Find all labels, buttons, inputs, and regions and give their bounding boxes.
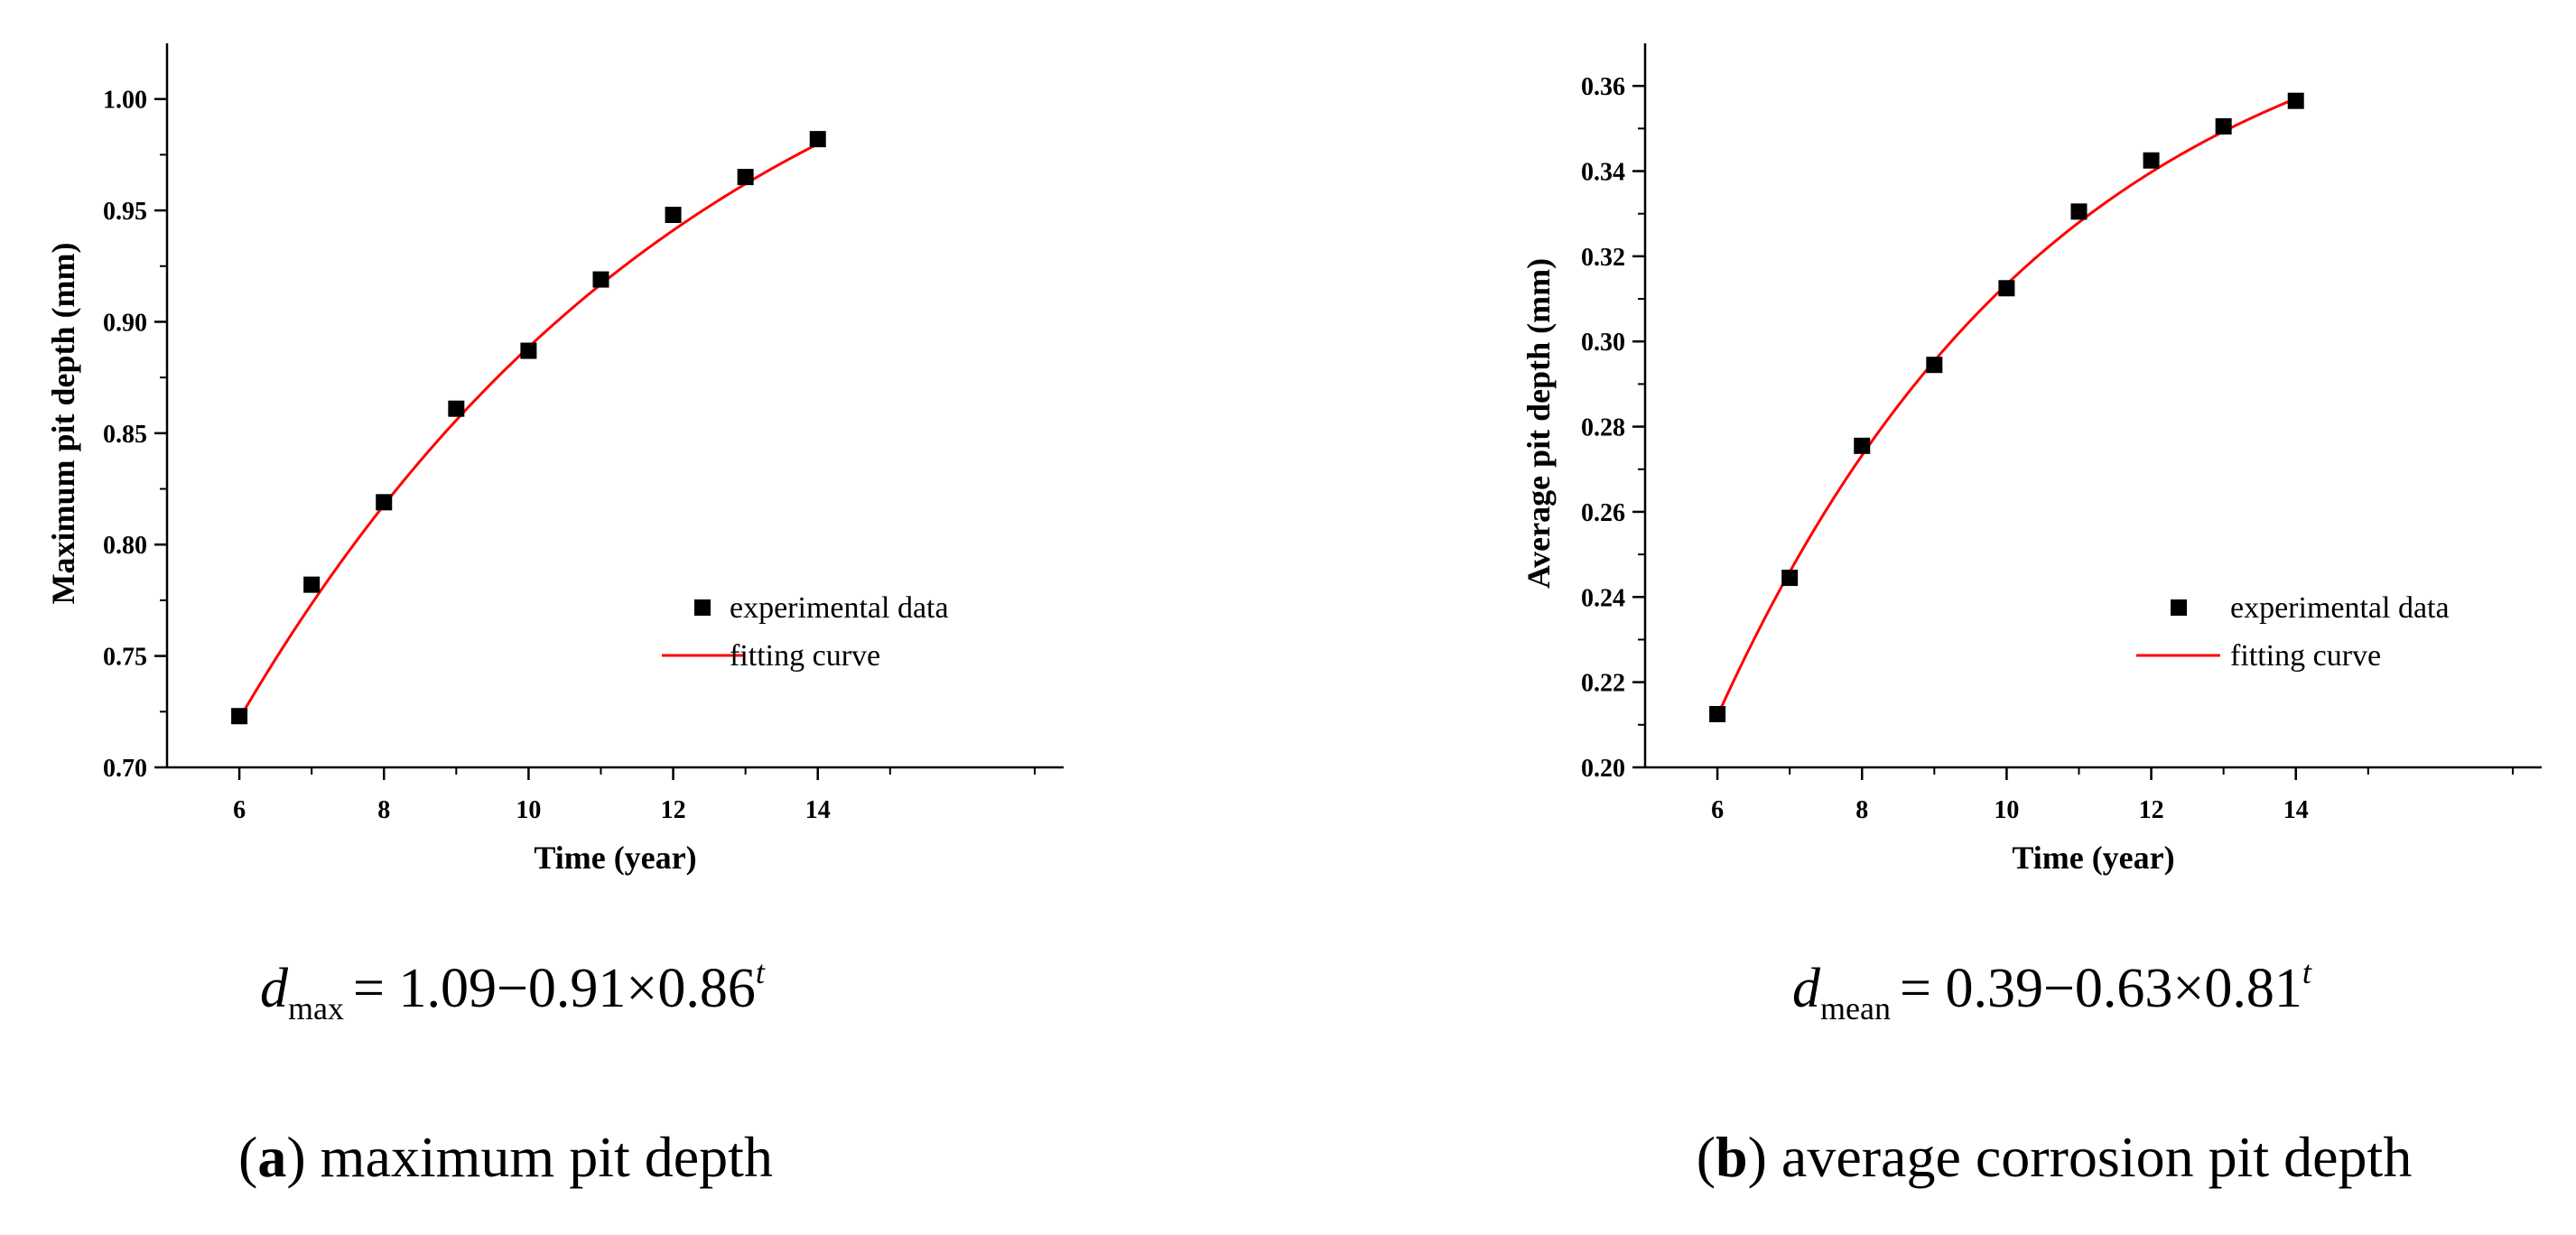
legend-label-experimental: experimental data <box>2230 591 2450 625</box>
data-point-marker <box>448 400 465 417</box>
equation-subscript: mean <box>1820 990 1891 1026</box>
data-point-marker <box>2143 152 2160 169</box>
x-tick-label: 6 <box>1711 796 1724 824</box>
data-point-marker <box>809 131 826 148</box>
data-point-marker <box>376 494 393 511</box>
equation-superscript: t <box>756 954 766 990</box>
caption-text: average corrosion pit depth <box>1767 1125 2412 1189</box>
fitting-curve-line <box>1716 97 2297 717</box>
y-tick-label: 0.75 <box>103 644 147 672</box>
x-tick-label: 10 <box>1994 796 2019 824</box>
chart-panel-a: 6 8 10 12 14 0.70 0.75 0.80 0.85 0.90 0.95 1.00 Time… <box>45 43 1064 1189</box>
equation-expression: 1.09−0.91×0.86 <box>398 958 755 1019</box>
caption-text: maximum pit depth <box>306 1125 773 1189</box>
caption-letter: a <box>257 1125 286 1189</box>
legend-marker-experimental <box>2171 599 2187 616</box>
fit-equation: dmax = 1.09−0.91×0.86t <box>260 954 766 1026</box>
legend-label-experimental: experimental data <box>730 591 949 625</box>
equation-variable: d <box>1792 958 1821 1019</box>
y-axis-label: Average pit depth (mm) <box>1520 258 1557 589</box>
equation-equals: = <box>1900 958 1945 1019</box>
y-tick-label: 0.22 <box>1581 670 1625 698</box>
caption-close-paren: ) <box>1748 1125 1767 1189</box>
data-point-marker <box>231 708 248 725</box>
y-tick-label: 0.34 <box>1581 159 1625 187</box>
y-tick-label: 0.90 <box>103 309 147 337</box>
y-tick-label: 0.70 <box>103 755 147 783</box>
y-tick-label: 0.95 <box>103 198 147 226</box>
y-tick-label: 0.26 <box>1581 499 1625 527</box>
equation-superscript: t <box>2302 954 2312 990</box>
y-tick-label: 0.32 <box>1581 244 1625 272</box>
caption-open-paren: ( <box>238 1125 257 1189</box>
chart-panel-b: 6 8 10 12 14 0.20 0.22 0.24 0.26 0.28 0.30 0.32 0.34… <box>1520 43 2542 1189</box>
equation-subscript: max <box>288 990 344 1026</box>
y-tick-label: 0.85 <box>103 421 147 449</box>
y-tick-label: 0.28 <box>1581 414 1625 442</box>
data-point-marker <box>737 169 754 186</box>
data-point-marker <box>2070 203 2088 220</box>
data-point-marker <box>520 342 537 359</box>
y-tick-label: 0.80 <box>103 532 147 560</box>
y-tick-label: 0.24 <box>1581 584 1625 612</box>
data-point-marker <box>2215 117 2232 135</box>
legend-marker-experimental <box>694 599 711 616</box>
caption-letter: b <box>1716 1125 1748 1189</box>
x-tick-label: 8 <box>1855 796 1868 824</box>
x-tick-label: 6 <box>233 796 246 824</box>
figure-caption: (a) maximum pit depth <box>238 1125 773 1189</box>
equation-equals: = <box>353 958 398 1019</box>
x-axis-label: Time (year) <box>2012 840 2174 876</box>
chart-legend: experimental data fitting curve <box>2136 591 2450 673</box>
data-point-marker <box>1926 357 1943 374</box>
figure-caption: (b) average corrosion pit depth <box>1697 1125 2413 1189</box>
data-point-marker <box>1998 280 2015 297</box>
x-tick-label: 12 <box>661 796 686 824</box>
y-tick-label: 1.00 <box>103 87 147 115</box>
equation-expression: 0.39−0.63×0.81 <box>1945 958 2302 1019</box>
fitting-curve-line <box>237 143 819 720</box>
legend-label-fitting: fitting curve <box>730 639 880 673</box>
data-point-marker <box>665 207 682 224</box>
data-point-marker <box>592 271 609 288</box>
x-tick-label: 14 <box>2283 796 2309 824</box>
legend-label-fitting: fitting curve <box>2230 639 2381 673</box>
caption-open-paren: ( <box>1697 1125 1716 1189</box>
equation-variable: d <box>260 958 289 1019</box>
x-tick-label: 8 <box>377 796 390 824</box>
data-point-marker <box>2287 92 2304 109</box>
y-tick-label: 0.30 <box>1581 329 1625 357</box>
data-point-marker <box>1854 437 1871 454</box>
x-tick-label: 10 <box>516 796 541 824</box>
data-point-marker <box>1781 570 1799 587</box>
chart-legend: experimental data fitting curve <box>662 591 949 673</box>
x-tick-label: 14 <box>805 796 831 824</box>
fit-equation: dmean = 0.39−0.63×0.81t <box>1792 954 2312 1026</box>
y-tick-label: 0.36 <box>1581 73 1625 101</box>
x-tick-label: 12 <box>2139 796 2164 824</box>
data-point-marker <box>1709 706 1726 723</box>
y-axis-label: Maximum pit depth (mm) <box>45 243 81 605</box>
caption-close-paren: ) <box>286 1125 305 1189</box>
data-point-marker <box>303 576 321 593</box>
x-axis-label: Time (year) <box>534 840 696 876</box>
y-tick-label: 0.20 <box>1581 755 1625 783</box>
